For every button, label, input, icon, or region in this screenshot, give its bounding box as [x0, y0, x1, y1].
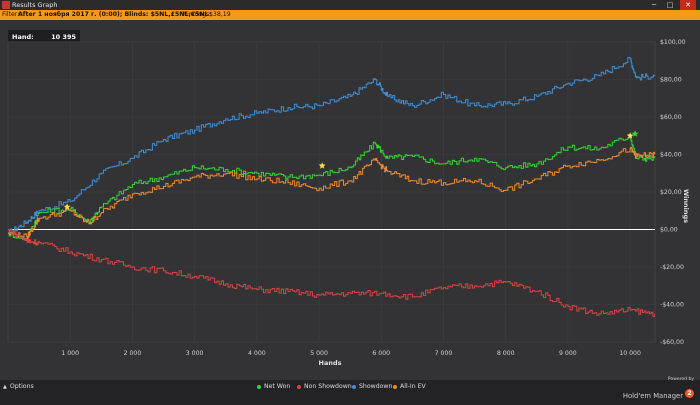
winnings-label: Winnings:: [181, 11, 212, 18]
legend-label: All-In EV: [400, 383, 426, 390]
hand-box: [8, 30, 80, 42]
window-title: Results Graph: [12, 1, 58, 9]
hand-label: Hand:: [12, 33, 34, 41]
status-bar: [0, 380, 700, 405]
legend-label: Non Showdown: [304, 383, 352, 390]
y-tick-label: -$40,00: [660, 302, 684, 309]
options-button[interactable]: ▲ Options: [3, 382, 34, 392]
x-tick-label: 5 000: [310, 350, 328, 357]
winnings-value: $38,19: [209, 11, 231, 18]
y-tick-label: $0,00: [660, 227, 678, 234]
legend-item-all-in-ev[interactable]: All-In EV: [393, 382, 426, 392]
star-marker-icon: [25, 237, 32, 244]
legend-swatch: [352, 385, 356, 389]
y-tick-label: $20,00: [660, 189, 682, 196]
x-tick-label: 7 000: [435, 350, 453, 357]
x-tick-label: 1 000: [61, 350, 79, 357]
brand-name: Hold'em Manager: [622, 392, 683, 400]
filter-label: Filter:: [2, 11, 20, 18]
minimize-button[interactable]: ─: [651, 1, 657, 9]
star-marker-icon: [63, 203, 71, 210]
x-tick-label: 6 000: [372, 350, 390, 357]
y-tick-label: -$60,00: [660, 339, 684, 346]
star-marker-icon: [626, 132, 634, 139]
series-line-non-showdown: [8, 229, 656, 317]
window-titlebar: Results Graph ─ □ ✕: [0, 0, 700, 10]
legend-item-net-won[interactable]: Net Won: [257, 382, 290, 392]
star-marker-icon: [318, 162, 326, 169]
filter-value: After 1 ноября 2017 г. (0:00); Blinds: $…: [18, 11, 209, 18]
y-axis-title: Winnings: [682, 189, 690, 223]
y-tick-label: -$20,00: [660, 264, 684, 271]
star-marker-icon: [631, 130, 639, 137]
y-tick-label: $100,00: [660, 39, 686, 46]
x-axis-title: Hands: [319, 359, 342, 367]
x-tick-label: 8 000: [497, 350, 515, 357]
series-line-all-in-ev: [8, 146, 656, 239]
y-tick-label: $60,00: [660, 114, 682, 121]
results-chart[interactable]: Hand: 10 395 1 000 2 000 3 000 4 000 5 000 6 …: [0, 20, 700, 392]
x-tick-label: 4 000: [248, 350, 266, 357]
legend-swatch: [257, 385, 261, 389]
powered-by-text: Powered by: [667, 377, 694, 382]
legend-item-non-showdown[interactable]: Non Showdown: [297, 382, 352, 392]
x-tick-label: 3 000: [186, 350, 204, 357]
maximize-button[interactable]: □: [666, 1, 674, 9]
y-tick-label: $80,00: [660, 77, 682, 84]
legend-swatch: [297, 385, 301, 389]
filter-bar[interactable]: Filter: After 1 ноября 2017 г. (0:00); B…: [0, 10, 700, 20]
hand-value: 10 395: [51, 33, 76, 41]
app-icon: [2, 1, 10, 9]
series-line-net-won: [8, 135, 656, 241]
y-tick-label: $40,00: [660, 152, 682, 159]
legend-label: Showdown: [359, 383, 393, 390]
legend-swatch: [393, 385, 397, 389]
chart-area[interactable]: [0, 20, 700, 392]
brand-logo: Powered by Hold'em Manager 2: [623, 377, 694, 402]
options-label: Options: [9, 383, 34, 390]
legend-label: Net Won: [264, 383, 291, 390]
legend-item-showdown[interactable]: Showdown: [352, 382, 392, 392]
caret-up-icon: ▲: [3, 384, 7, 390]
close-button[interactable]: ✕: [680, 0, 696, 10]
brand-badge: 2: [685, 389, 694, 398]
x-tick-label: 2 000: [124, 350, 142, 357]
x-tick-label: 9 000: [559, 350, 577, 357]
series-line-showdown: [8, 57, 656, 234]
x-tick-label: 10 000: [619, 350, 641, 357]
